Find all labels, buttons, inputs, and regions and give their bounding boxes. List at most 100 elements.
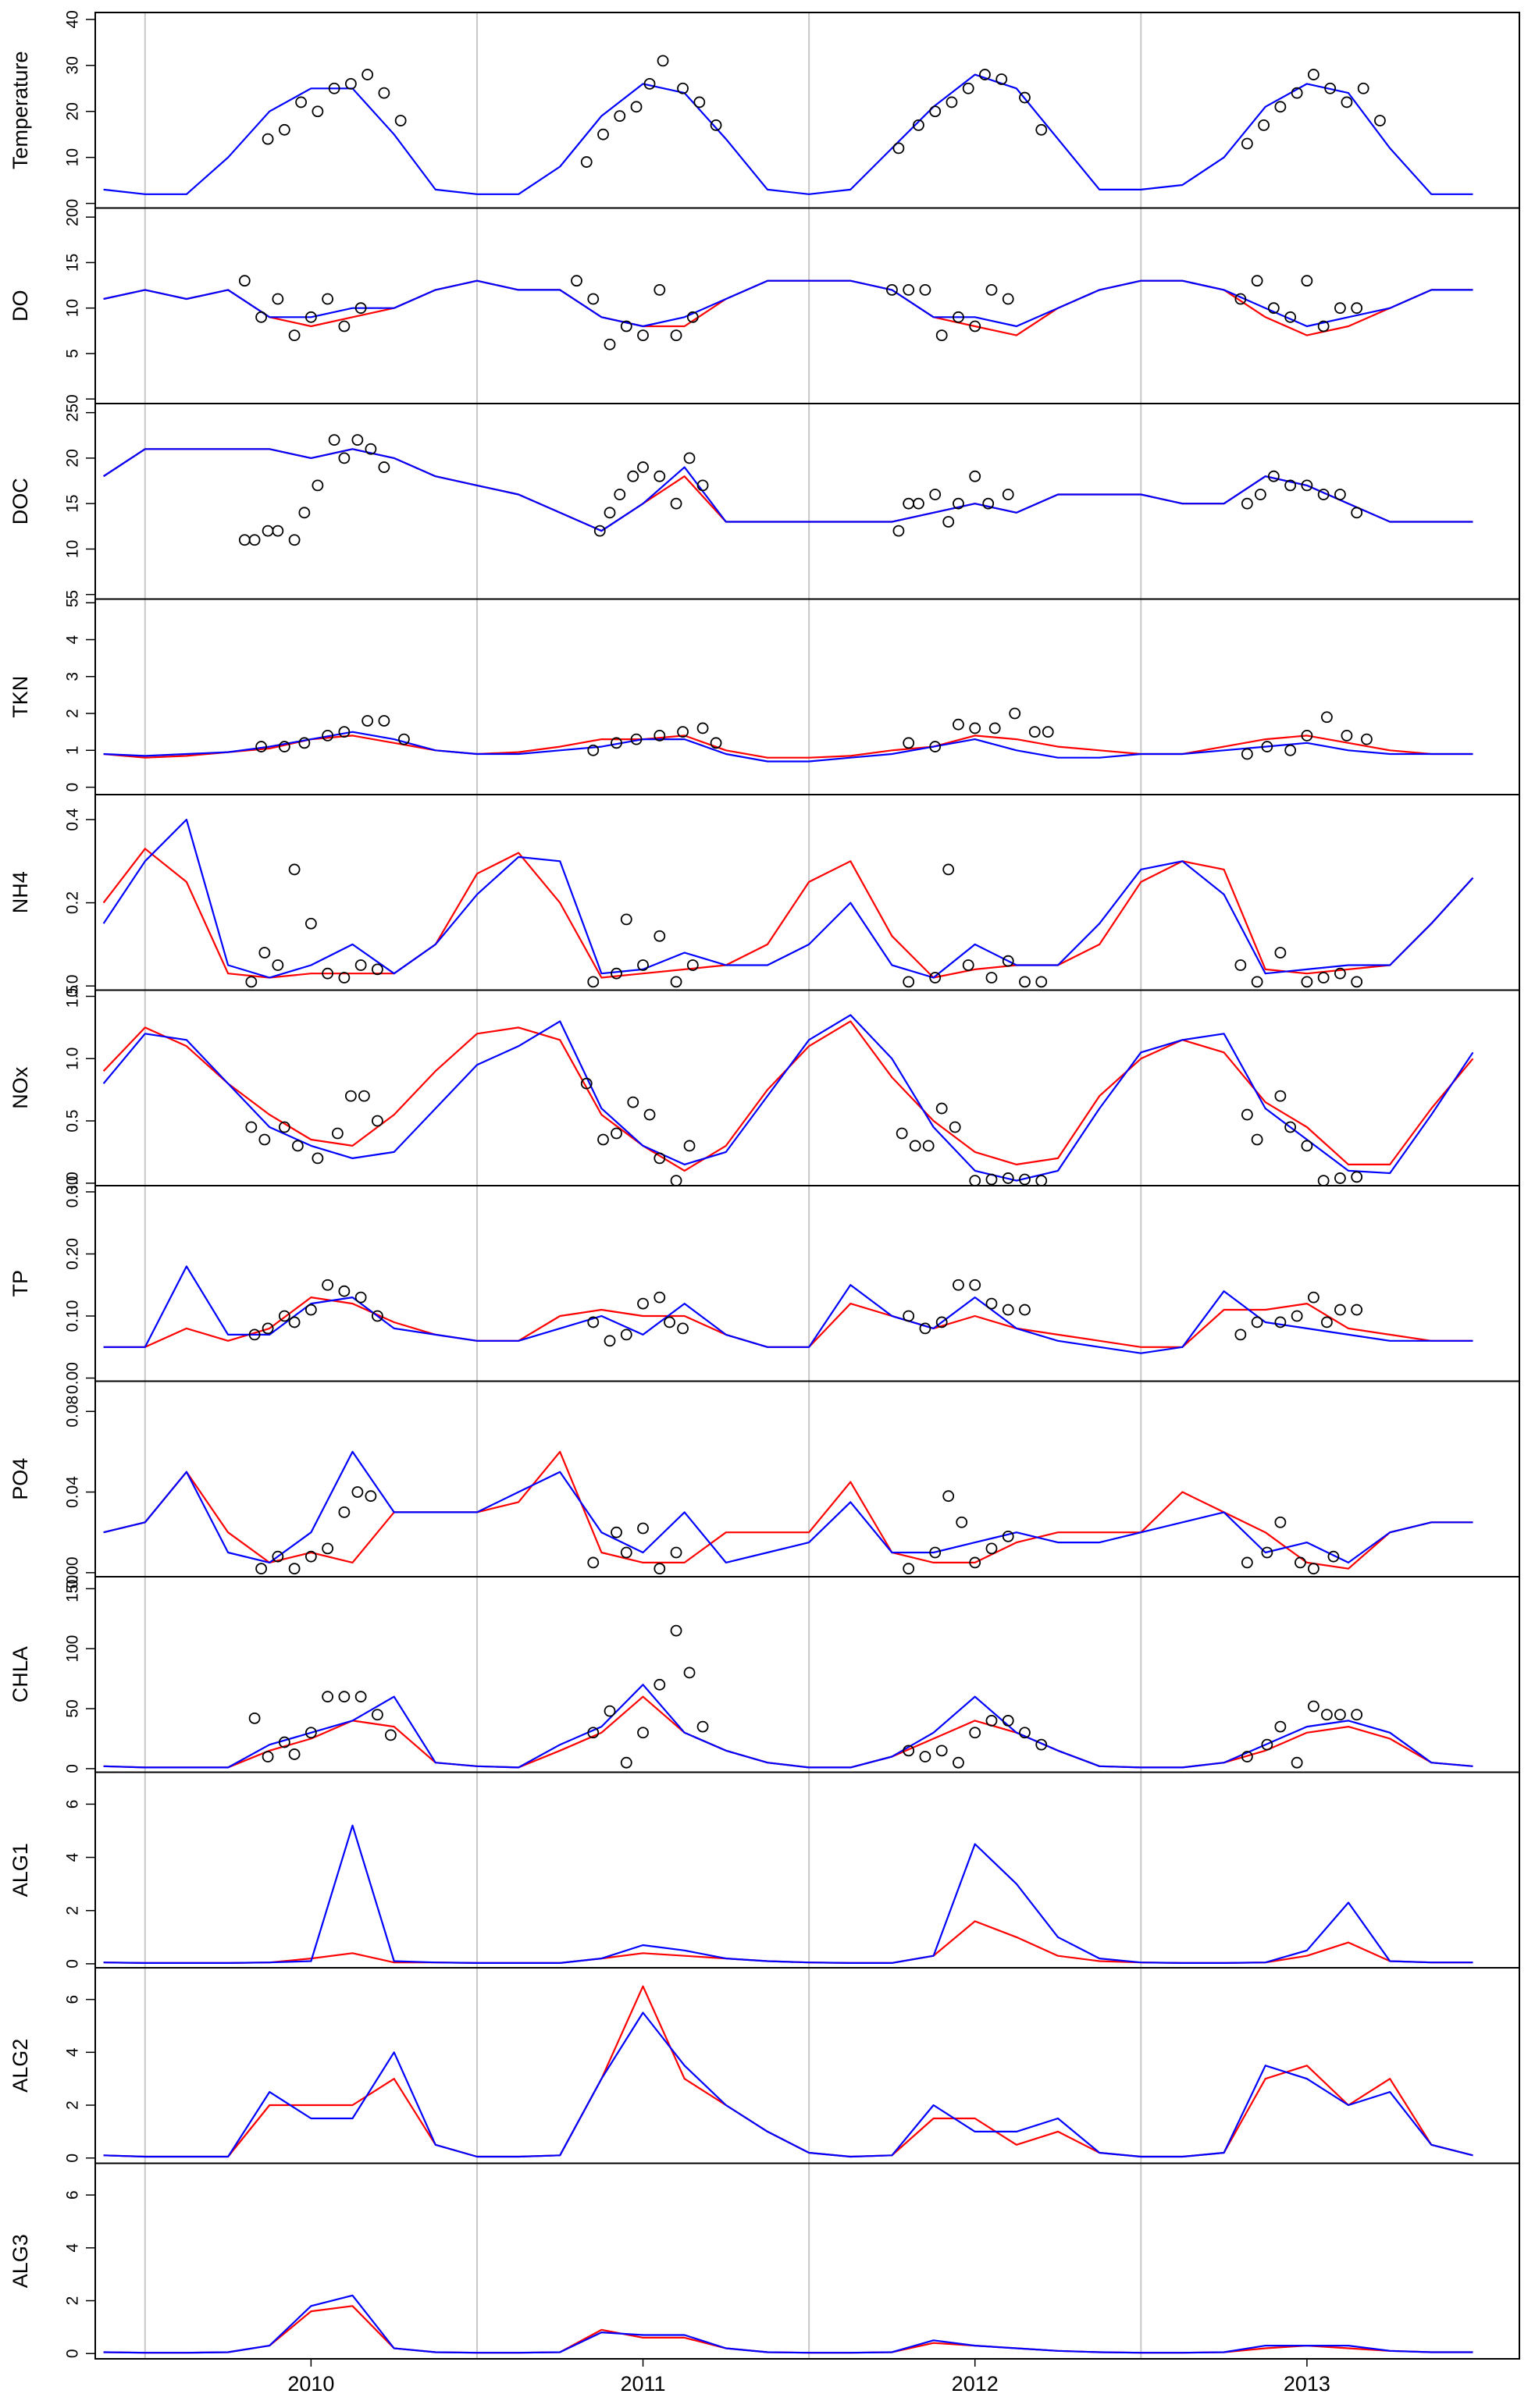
observed-point [969, 1279, 981, 1291]
observed-point [1019, 1727, 1031, 1739]
observed-point [1274, 1316, 1287, 1328]
y-tick-label: 15 [64, 254, 82, 272]
observed-point [398, 733, 410, 745]
y-tick-label: 0.00 [64, 1556, 82, 1588]
observed-point [1019, 1304, 1031, 1316]
observed-point [985, 1173, 998, 1186]
y-tick-label: 1.5 [64, 985, 82, 1008]
observed-point [1351, 1709, 1363, 1721]
observed-point [272, 1550, 284, 1563]
observed-point [288, 1748, 301, 1760]
observed-point [358, 1090, 370, 1102]
observed-point [935, 1102, 948, 1115]
observed-point [677, 1322, 689, 1335]
panel-frame [94, 12, 1520, 209]
y-tick-label: 0.4 [64, 808, 82, 831]
observed-point [1320, 1709, 1333, 1721]
observed-point [670, 1175, 682, 1187]
panel-frame [94, 2162, 1520, 2360]
observed-point [1320, 711, 1333, 724]
observed-point [620, 1328, 632, 1341]
observed-point [1317, 1175, 1330, 1187]
y-tick-label: 30 [64, 56, 82, 74]
observed-point [1002, 1530, 1014, 1542]
y-tick-label: 100 [64, 1635, 82, 1663]
observed-point [969, 1727, 981, 1739]
observed-point [942, 516, 955, 528]
observed-point [620, 1546, 632, 1559]
observed-point [371, 963, 383, 976]
observed-point [611, 1127, 622, 1140]
observed-point [953, 718, 964, 731]
observed-point [354, 1291, 367, 1304]
observed-point [305, 917, 317, 930]
series-line [102, 1014, 1474, 1182]
observed-point [331, 1127, 344, 1140]
observed-point [305, 1727, 317, 1739]
observed-point [903, 1310, 915, 1322]
observed-point [919, 283, 931, 296]
observed-point [1002, 1715, 1014, 1727]
x-tick-label: 2012 [952, 2372, 999, 2396]
observed-point [1002, 489, 1014, 500]
observed-point [278, 123, 290, 136]
observed-point [1301, 275, 1313, 287]
observed-point [322, 1691, 334, 1703]
y-tick-label: 0.0 [64, 975, 82, 998]
observed-point [1317, 489, 1330, 500]
observed-point [627, 1096, 639, 1108]
observed-point [312, 1152, 324, 1165]
observed-point [654, 1678, 666, 1691]
observed-point [693, 96, 706, 108]
observed-point [929, 105, 942, 118]
observed-point [892, 142, 905, 155]
series-line [103, 1450, 1473, 1570]
observed-point [262, 1322, 274, 1335]
observed-point [1301, 1140, 1313, 1152]
observed-point [1019, 1173, 1031, 1186]
y-axis-label: TKN [9, 676, 32, 718]
y-axis-label: DO [9, 290, 32, 322]
observed-point [654, 1563, 666, 1575]
observed-point [272, 525, 284, 537]
observed-point [903, 1563, 915, 1575]
panel-frame [94, 598, 1520, 795]
observed-point [587, 293, 600, 305]
y-tick-label: 5 [64, 349, 82, 358]
observed-point [604, 507, 616, 519]
observed-point [903, 283, 915, 296]
observed-point [1351, 302, 1363, 315]
observed-point [354, 959, 367, 971]
observed-point [587, 1316, 600, 1328]
series-line [103, 279, 1473, 328]
y-tick-label: 1 [64, 745, 82, 755]
y-tick-label: 20 [64, 449, 82, 467]
observed-point [1334, 489, 1346, 500]
observed-point [929, 972, 942, 983]
observed-point [371, 1115, 383, 1127]
observed-point [1341, 96, 1353, 108]
observed-point [385, 1729, 397, 1741]
observed-point [328, 434, 340, 446]
observed-point [683, 1140, 696, 1152]
observed-point [1284, 311, 1297, 323]
y-tick-label: 0 [64, 783, 82, 792]
observed-point [643, 1108, 656, 1121]
observed-point [1002, 1172, 1014, 1184]
series-line [103, 1985, 1473, 2158]
observed-point [305, 1550, 317, 1563]
panel-frame [94, 207, 1520, 404]
observed-point [1284, 479, 1297, 492]
observed-point [1274, 1090, 1287, 1102]
observed-point [654, 470, 666, 482]
observed-point [312, 105, 324, 118]
observed-point [1274, 947, 1287, 959]
observed-point [1341, 729, 1353, 742]
observed-point [1234, 959, 1247, 971]
series-line [103, 731, 1473, 763]
observed-point [1351, 976, 1363, 988]
observed-point [637, 1727, 649, 1739]
x-tick-label: 2013 [1284, 2372, 1330, 2396]
observed-point [670, 976, 682, 988]
observed-point [637, 959, 649, 971]
